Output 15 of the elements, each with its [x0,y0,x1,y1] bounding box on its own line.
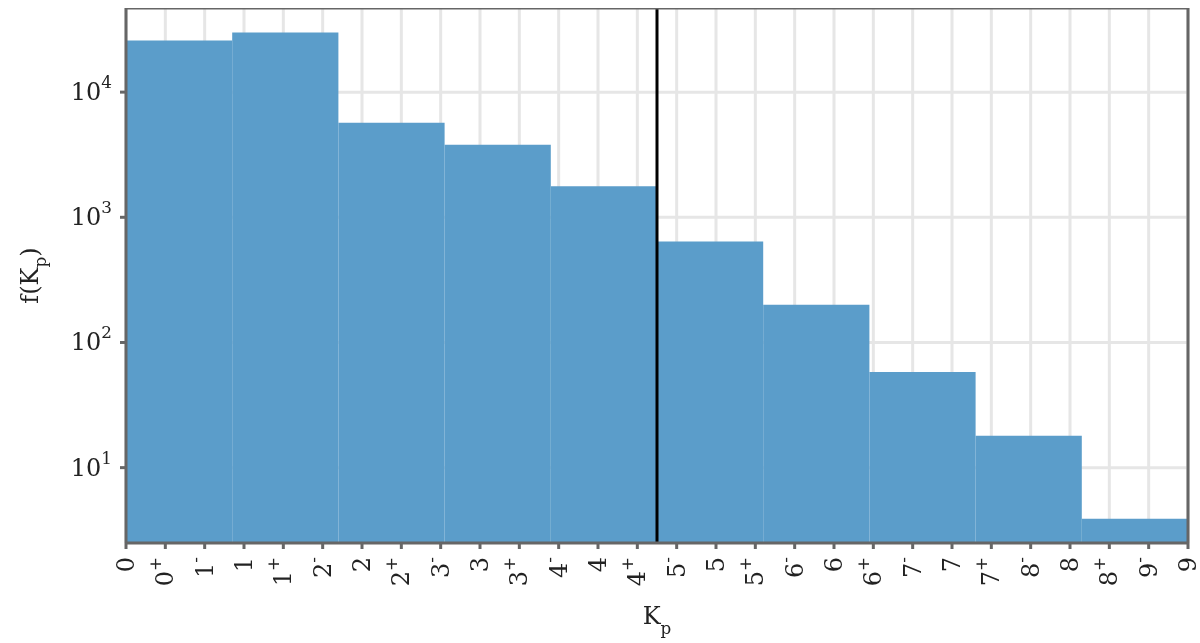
y-tick-label: 10$^{1}$ [70,447,112,482]
x-tick-label: 2 [348,557,376,573]
x-tick-label: 3 [466,557,494,573]
y-tick-label: 10$^{3}$ [70,197,112,232]
x-tick-label: 7 [938,557,966,573]
x-tick-label: 1 [230,557,258,573]
x-tick-label: 4 [584,557,612,573]
y-tick-label: 10$^{2}$ [70,322,112,357]
x-tick-label: 9 [1174,557,1200,573]
x-tick-label: 8 [1056,557,1084,573]
y-tick-label: 10$^{4}$ [70,72,112,107]
x-tick-label: 0 [112,557,140,573]
x-tick-label: 6 [820,557,848,573]
x-axis-title: K$_{p}$ [642,602,672,638]
x-tick-label: 5 [702,557,730,573]
